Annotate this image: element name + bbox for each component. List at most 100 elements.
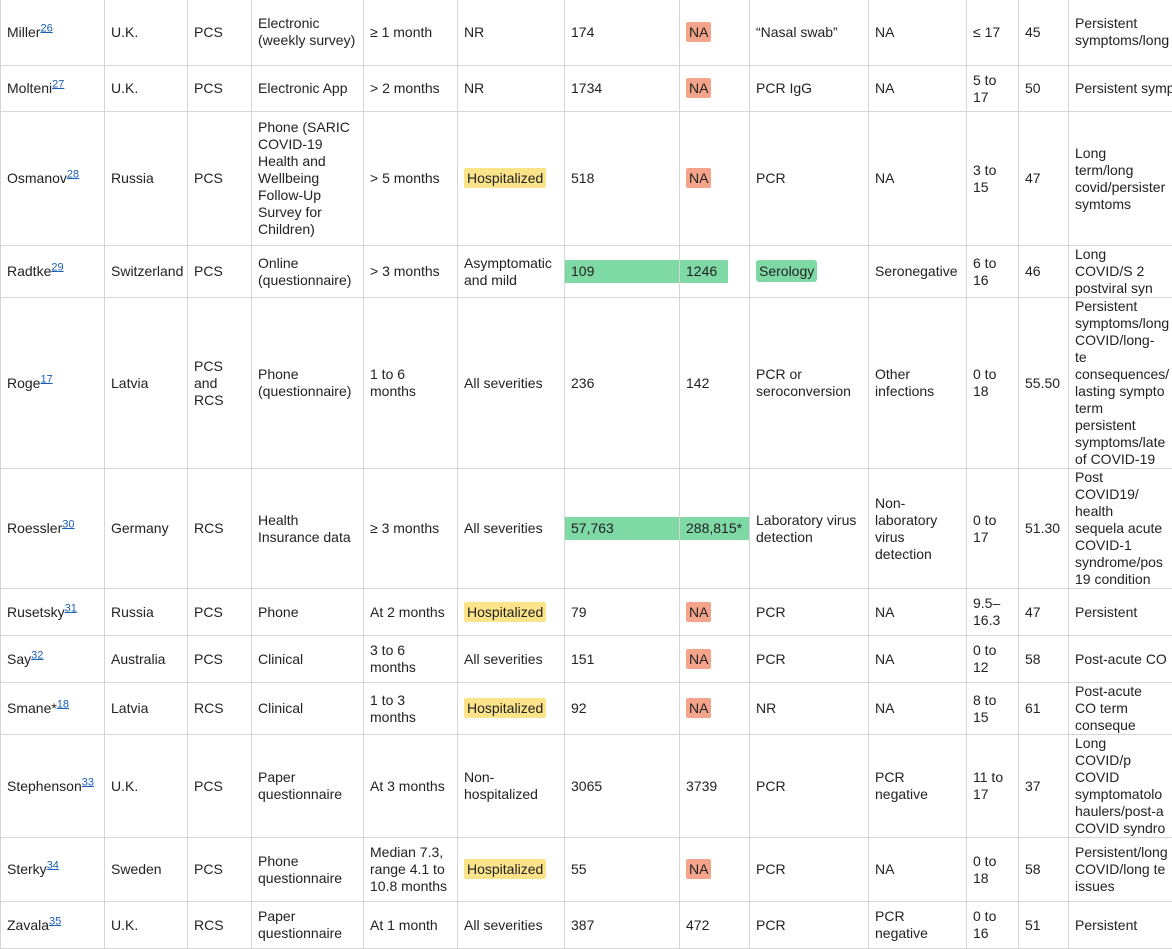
country-cell: Latvia: [105, 683, 188, 735]
reference-link[interactable]: 17: [40, 373, 52, 385]
controls-highlight: NA: [686, 602, 711, 622]
terms-cell: Persistent: [1069, 902, 1172, 949]
followup-cell: At 1 month: [364, 902, 458, 949]
table-row: Say32 Australia PCS Clinical 3 to 6 mont…: [1, 636, 1172, 683]
design-cell: PCS: [188, 636, 252, 683]
diagnosis-cell: NR: [750, 683, 869, 735]
country-cell: U.K.: [105, 902, 188, 949]
severity-cell: NR: [458, 0, 565, 66]
diagnosis-cell: PCR: [750, 902, 869, 949]
cases-cell: 1734: [565, 66, 680, 112]
controls-cell: NA: [680, 589, 750, 636]
design-cell: PCS: [188, 589, 252, 636]
severity-cell: All severities: [458, 298, 565, 469]
controls-cell: NA: [680, 112, 750, 246]
method-cell: Phone questionnaire: [252, 838, 364, 902]
severity-highlight: Hospitalized: [464, 859, 546, 879]
severity-highlight: Hospitalized: [464, 168, 546, 188]
severity-cell: All severities: [458, 636, 565, 683]
diagnosis-cell: Laboratory virus detection: [750, 469, 869, 589]
table-row: Sterky34 Sweden PCS Phone questionnaire …: [1, 838, 1172, 902]
controls-cell: NA: [680, 0, 750, 66]
followup-cell: At 2 months: [364, 589, 458, 636]
reference-link[interactable]: 32: [31, 649, 43, 661]
cases-cell: 518: [565, 112, 680, 246]
cases-cell: 236: [565, 298, 680, 469]
country-cell: U.K.: [105, 0, 188, 66]
quality-cell: 45: [1019, 0, 1069, 66]
controls-cell: 3739: [680, 735, 750, 838]
method-cell: Paper questionnaire: [252, 902, 364, 949]
author-name: Sterky: [7, 861, 47, 877]
reference-link[interactable]: 18: [57, 698, 69, 710]
diagnosis-cell: PCR: [750, 112, 869, 246]
severity-cell: Hospitalized: [458, 683, 565, 735]
author-cell: Osmanov28: [1, 112, 105, 246]
control-definition-cell: NA: [869, 0, 967, 66]
controls-highlight: NA: [686, 78, 711, 98]
author-cell: Stephenson33: [1, 735, 105, 838]
reference-link[interactable]: 35: [49, 915, 61, 927]
age-cell: 0 to 12: [967, 636, 1019, 683]
terms-cell: Post-acute CO: [1069, 636, 1172, 683]
controls-cell: NA: [680, 838, 750, 902]
controls-highlight: NA: [686, 22, 711, 42]
author-name: Rusetsky: [7, 604, 65, 620]
age-cell: 9.5–16.3: [967, 589, 1019, 636]
table-row: Osmanov28 Russia PCS Phone (SARIC COVID-…: [1, 112, 1172, 246]
age-cell: 8 to 15: [967, 683, 1019, 735]
author-cell: Miller26: [1, 0, 105, 66]
table-row: Zavala35 U.K. RCS Paper questionnaire At…: [1, 902, 1172, 949]
terms-cell: Persistent: [1069, 589, 1172, 636]
age-cell: 0 to 18: [967, 838, 1019, 902]
age-cell: ≤ 17: [967, 0, 1019, 66]
reference-link[interactable]: 26: [40, 22, 52, 34]
severity-highlight: Hospitalized: [464, 698, 546, 718]
author-cell: Zavala35: [1, 902, 105, 949]
severity-cell: All severities: [458, 902, 565, 949]
controls-cell: 472: [680, 902, 750, 949]
table-row: Roessler30 Germany RCS Health Insurance …: [1, 469, 1172, 589]
table-row: Molteni27 U.K. PCS Electronic App > 2 mo…: [1, 66, 1172, 112]
design-cell: RCS: [188, 683, 252, 735]
country-cell: Switzerland: [105, 246, 188, 298]
country-cell: Russia: [105, 112, 188, 246]
terms-cell: Long COVID/p COVID symptomatolo haulers/…: [1069, 735, 1172, 838]
severity-cell: Non-hospitalized: [458, 735, 565, 838]
controls-highlight: NA: [686, 698, 711, 718]
method-cell: Health Insurance data: [252, 469, 364, 589]
reference-link[interactable]: 29: [51, 261, 63, 273]
diagnosis-cell: PCR: [750, 838, 869, 902]
age-cell: 11 to 17: [967, 735, 1019, 838]
reference-link[interactable]: 34: [47, 859, 59, 871]
reference-link[interactable]: 27: [52, 78, 64, 90]
reference-link[interactable]: 31: [65, 602, 77, 614]
terms-cell: Persistent symp: [1069, 66, 1172, 112]
controls-cell: NA: [680, 636, 750, 683]
reference-link[interactable]: 28: [67, 168, 79, 180]
control-definition-cell: Other infections: [869, 298, 967, 469]
severity-cell: Asymptomatic and mild: [458, 246, 565, 298]
age-cell: 3 to 15: [967, 112, 1019, 246]
followup-cell: > 3 months: [364, 246, 458, 298]
diagnosis-cell: PCR IgG: [750, 66, 869, 112]
quality-cell: 51: [1019, 902, 1069, 949]
severity-highlight: Hospitalized: [464, 602, 546, 622]
author-name: Radtke: [7, 263, 51, 279]
country-cell: Latvia: [105, 298, 188, 469]
terms-cell: Post-acute CO term conseque: [1069, 683, 1172, 735]
author-name: Zavala: [7, 917, 49, 933]
followup-cell: 1 to 3 months: [364, 683, 458, 735]
reference-link[interactable]: 33: [82, 776, 94, 788]
followup-cell: At 3 months: [364, 735, 458, 838]
cases-cell: 109: [565, 246, 680, 298]
diagnosis-cell: “Nasal swab”: [750, 0, 869, 66]
author-cell: Molteni27: [1, 66, 105, 112]
quality-cell: 46: [1019, 246, 1069, 298]
quality-cell: 47: [1019, 589, 1069, 636]
quality-cell: 61: [1019, 683, 1069, 735]
reference-link[interactable]: 30: [62, 518, 74, 530]
quality-cell: 47: [1019, 112, 1069, 246]
severity-cell: Hospitalized: [458, 589, 565, 636]
cases-cell: 174: [565, 0, 680, 66]
